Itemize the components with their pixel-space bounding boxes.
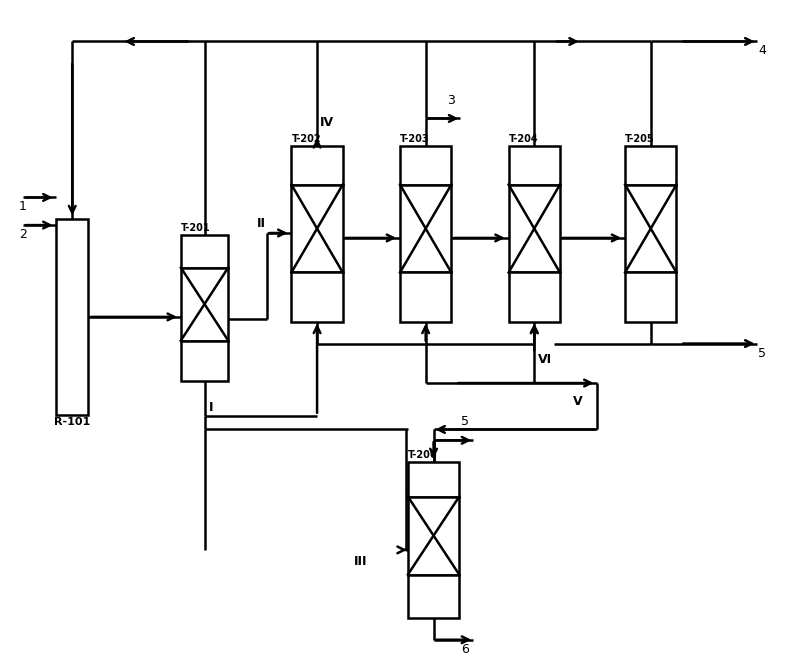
Bar [625,273,677,322]
Text: T-204: T-204 [509,134,538,144]
Text: 1: 1 [19,200,26,214]
Bar [400,185,451,273]
Text: T-203: T-203 [400,134,430,144]
Text: II: II [257,217,266,230]
Bar [625,146,677,185]
Text: T-206: T-206 [408,450,438,460]
Text: T-205: T-205 [625,134,654,144]
Text: 2: 2 [19,228,26,241]
Bar [181,340,228,381]
Text: 6: 6 [462,643,469,656]
Bar [400,146,451,185]
Text: III: III [354,555,367,568]
Text: R-101: R-101 [54,417,90,426]
Bar [400,273,451,322]
Text: I: I [209,401,213,414]
Text: T-201: T-201 [181,223,210,233]
Bar [509,146,560,185]
Text: VI: VI [538,353,552,367]
Bar [509,185,560,273]
Text: 3: 3 [447,93,455,106]
Bar [291,185,342,273]
Bar [408,575,459,618]
Bar [291,146,342,185]
Text: 5: 5 [462,415,470,428]
Bar [408,462,459,497]
Bar [181,235,228,267]
Text: 4: 4 [758,45,766,57]
Bar [509,273,560,322]
Bar [181,267,228,340]
Text: 5: 5 [758,346,766,359]
Bar [291,273,342,322]
Bar [57,219,88,415]
Bar [408,497,459,575]
Text: IV: IV [320,116,334,129]
Text: T-202: T-202 [291,134,321,144]
Bar [625,185,677,273]
Text: V: V [573,395,582,408]
